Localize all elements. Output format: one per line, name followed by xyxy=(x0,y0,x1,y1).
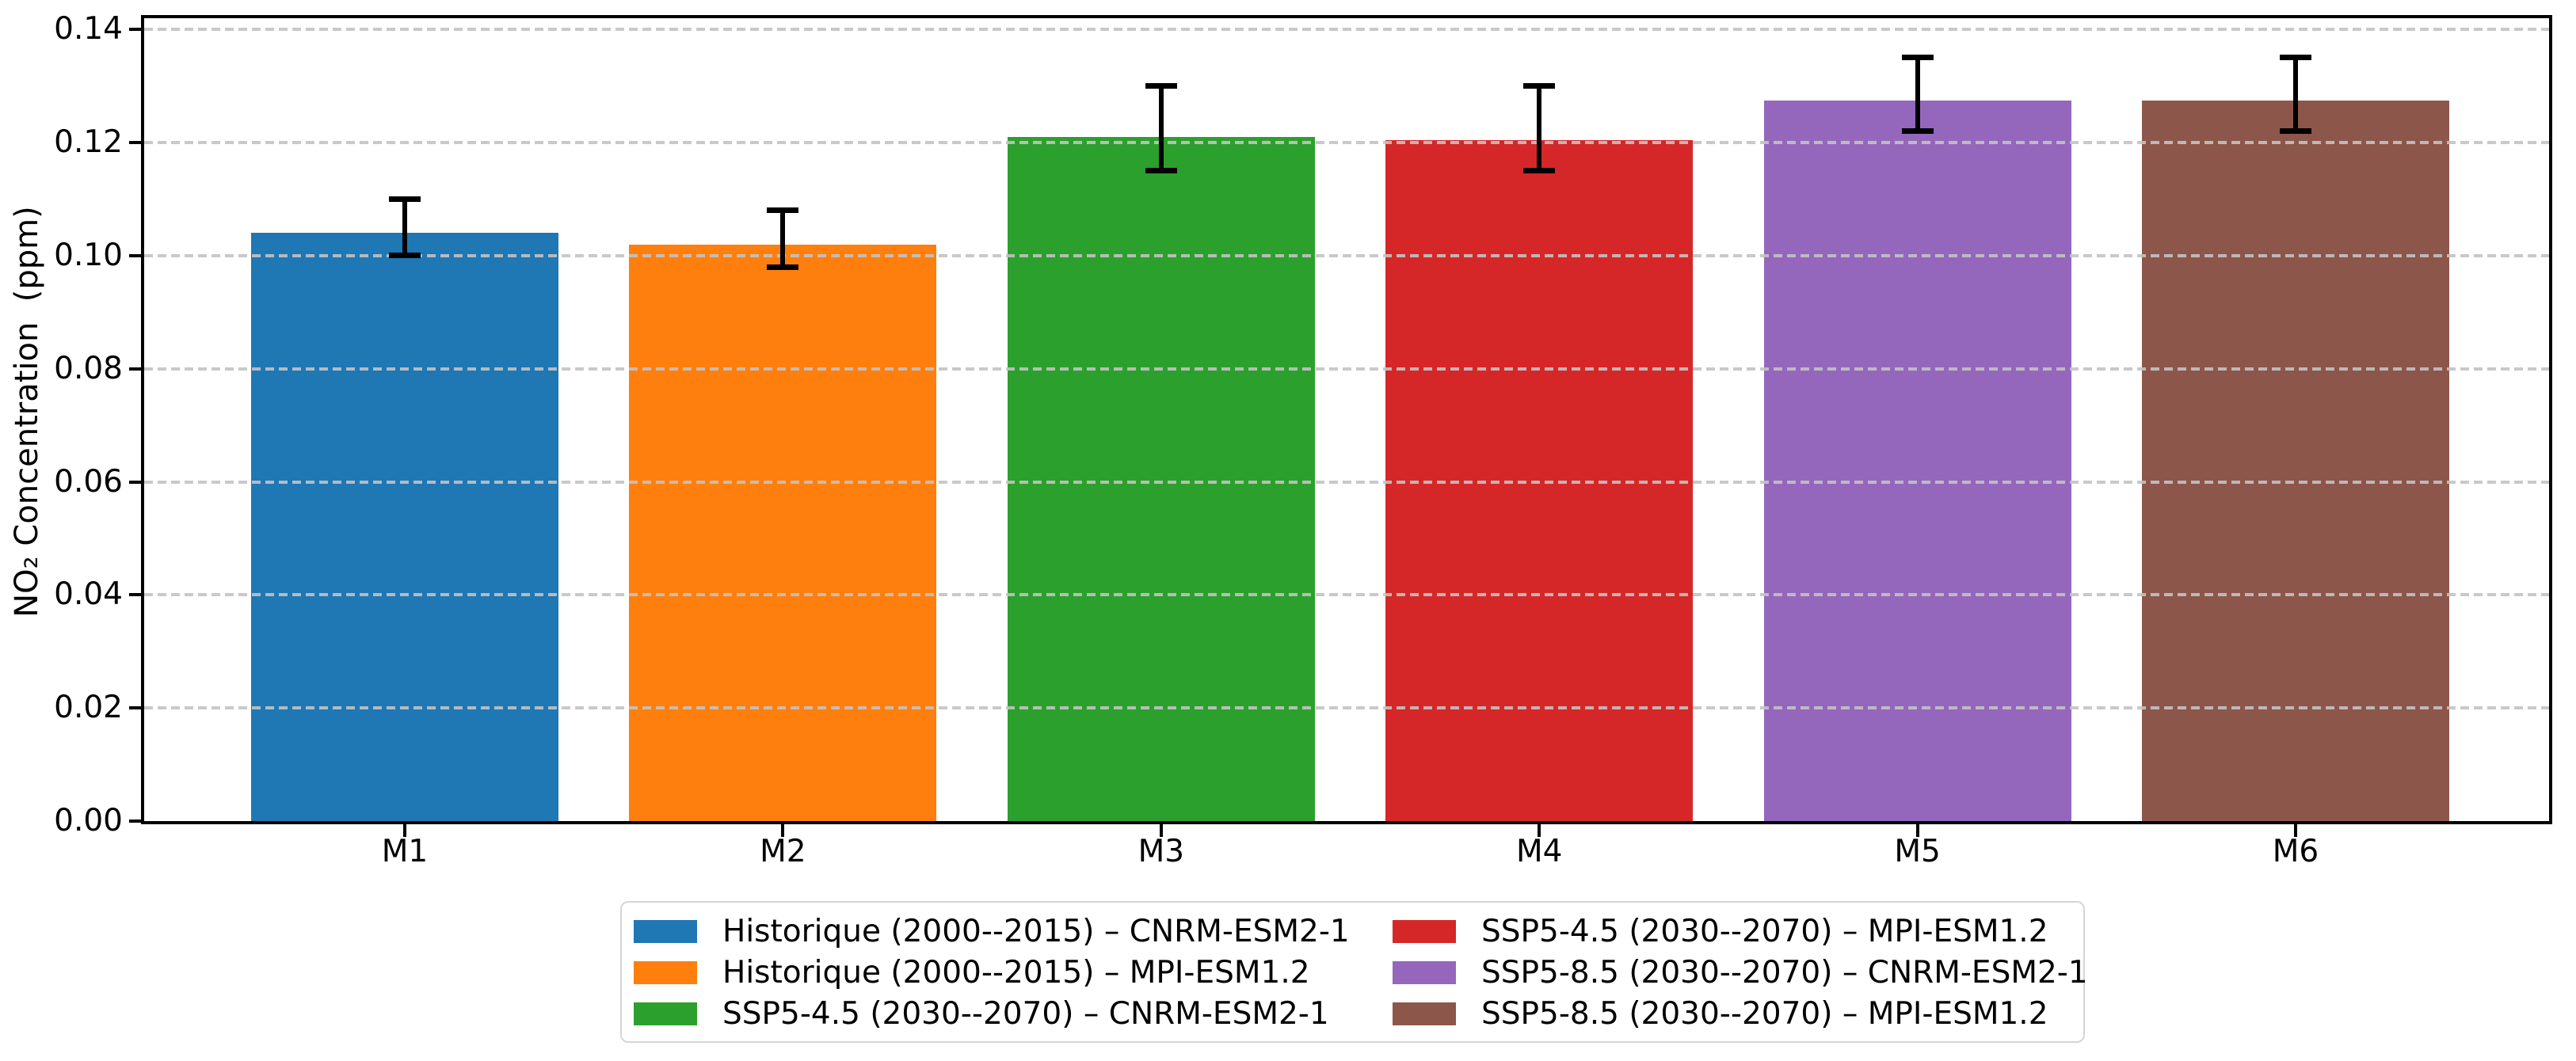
errorbar-m6 xyxy=(2293,57,2298,131)
legend-entry-4: SSP5-4.5 (2030--2070) – MPI-ESM1.2 xyxy=(1393,914,2088,949)
legend-swatch-1 xyxy=(634,919,697,943)
legend-label-6: SSP5-8.5 (2030--2070) – MPI-ESM1.2 xyxy=(1481,996,2048,1032)
errorbar-cap-low-m4 xyxy=(1523,168,1556,174)
x-tick-label-m6: M6 xyxy=(2272,834,2319,869)
x-tick-label-m4: M4 xyxy=(1515,834,1563,869)
legend-label-4: SSP5-4.5 (2030--2070) – MPI-ESM1.2 xyxy=(1481,913,2048,949)
x-tick-m2 xyxy=(781,824,785,837)
errorbar-m5 xyxy=(1915,57,1920,131)
legend-swatch-5 xyxy=(1393,960,1456,984)
legend-label-3: SSP5-4.5 (2030--2070) – CNRM-ESM2-1 xyxy=(722,996,1329,1032)
legend-label-2: Historique (2000--2015) – MPI-ESM1.2 xyxy=(722,954,1310,991)
x-tick-label-m3: M3 xyxy=(1137,834,1185,869)
y-tick-label-0.06: 0.06 xyxy=(54,463,123,500)
x-tick-label-m1: M1 xyxy=(381,834,429,869)
legend: Historique (2000--2015) – CNRM-ESM2-1 His… xyxy=(620,901,2088,1043)
y-tick-0.12 xyxy=(129,141,144,145)
legend-entry-1: Historique (2000--2015) – CNRM-ESM2-1 xyxy=(634,914,1393,949)
x-tick-m6 xyxy=(2294,824,2297,837)
errorbar-m2 xyxy=(780,210,786,268)
legend-label-5: SSP5-8.5 (2030--2070) – CNRM-ESM2-1 xyxy=(1481,954,2088,991)
bar-m6 xyxy=(2142,100,2449,821)
y-tick-0.00 xyxy=(129,820,144,823)
errorbar-cap-high-m2 xyxy=(767,207,799,214)
y-tick-label-0.14: 0.14 xyxy=(54,11,123,48)
legend-swatch-3 xyxy=(634,1002,697,1026)
y-tick-0.08 xyxy=(129,367,144,371)
legend-swatch-2 xyxy=(634,960,697,984)
y-tick-label-0.08: 0.08 xyxy=(54,350,123,386)
y-tick-label-0.12: 0.12 xyxy=(54,124,123,161)
gridline-0.08 xyxy=(144,367,2549,371)
x-tick-m4 xyxy=(1538,824,1541,837)
y-tick-label-0.10: 0.10 xyxy=(54,237,123,273)
legend-entry-6: SSP5-8.5 (2030--2070) – MPI-ESM1.2 xyxy=(1393,996,2088,1032)
gridline-0.06 xyxy=(144,480,2549,484)
gridlines-layer xyxy=(144,18,2549,821)
errorbar-cap-low-m2 xyxy=(767,264,799,270)
y-tick-0.02 xyxy=(129,706,144,710)
x-tick-m1 xyxy=(403,824,406,837)
y-tick-label-0.02: 0.02 xyxy=(54,690,123,726)
errorbar-m4 xyxy=(1537,86,1542,171)
bars-layer xyxy=(144,18,2549,821)
x-tick-m3 xyxy=(1159,824,1163,837)
errorbar-cap-high-m4 xyxy=(1523,83,1556,89)
errorbar-cap-low-m3 xyxy=(1145,168,1177,174)
y-tick-label-0.00: 0.00 xyxy=(54,803,123,839)
errorbar-cap-high-m3 xyxy=(1145,83,1177,89)
plot-area xyxy=(141,15,2552,824)
errorbar-cap-low-m5 xyxy=(1901,128,1934,135)
y-tick-0.04 xyxy=(129,593,144,597)
errorbar-cap-high-m1 xyxy=(389,196,421,202)
gridline-0.14 xyxy=(144,28,2549,32)
legend-swatch-4 xyxy=(1393,919,1456,943)
gridline-0.04 xyxy=(144,593,2549,597)
bar-m1 xyxy=(251,233,558,821)
errorbar-m1 xyxy=(402,199,407,256)
y-tick-0.10 xyxy=(129,253,144,257)
y-tick-label-0.04: 0.04 xyxy=(54,576,123,613)
y-tick-0.14 xyxy=(129,28,144,32)
bar-m2 xyxy=(629,244,937,821)
legend-entry-5: SSP5-8.5 (2030--2070) – CNRM-ESM2-1 xyxy=(1393,955,2088,991)
error-bars-layer xyxy=(144,18,2549,821)
errorbar-cap-low-m1 xyxy=(389,253,421,259)
gridline-0.02 xyxy=(144,706,2549,710)
y-tick-0.06 xyxy=(129,480,144,484)
x-tick-label-m2: M2 xyxy=(760,834,806,869)
x-tick-m5 xyxy=(1915,824,1919,837)
x-tick-label-m5: M5 xyxy=(1894,834,1941,869)
legend-label-1: Historique (2000--2015) – CNRM-ESM2-1 xyxy=(722,913,1350,949)
errorbar-cap-high-m5 xyxy=(1901,55,1934,61)
errorbar-m3 xyxy=(1158,86,1164,171)
legend-entry-3: SSP5-4.5 (2030--2070) – CNRM-ESM2-1 xyxy=(634,996,1393,1032)
legend-entry-2: Historique (2000--2015) – MPI-ESM1.2 xyxy=(634,955,1393,991)
gridline-0.10 xyxy=(144,253,2549,257)
bar-m5 xyxy=(1763,100,2071,821)
errorbar-cap-low-m6 xyxy=(2280,128,2311,135)
legend-swatch-6 xyxy=(1393,1002,1456,1026)
errorbar-cap-high-m6 xyxy=(2280,55,2311,61)
gridline-0.12 xyxy=(144,141,2549,145)
